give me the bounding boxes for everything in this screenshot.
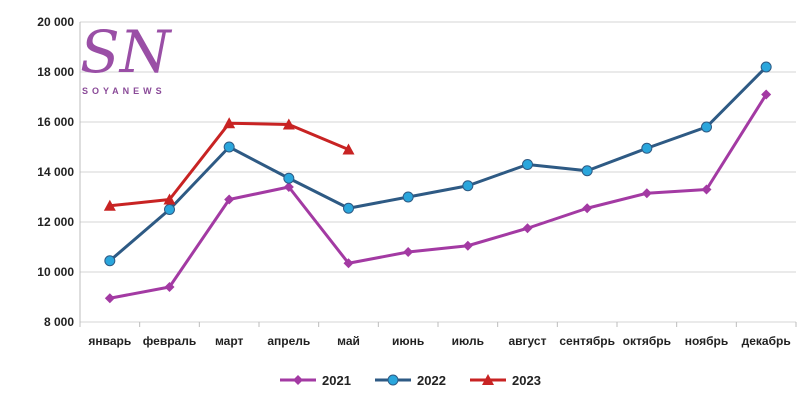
x-tick-label: декабрь [742,334,791,348]
logo-name: SOYANEWS [82,86,166,96]
legend-label: 2023 [512,373,541,388]
data-point [462,240,473,251]
series-2021 [104,89,772,304]
data-point [164,282,175,292]
x-tick-label: май [337,334,360,348]
y-tick-label: 12 000 [37,215,74,229]
data-point [164,204,175,215]
data-point [223,117,236,129]
legend-item-2022: 2022 [375,373,446,388]
series-line [109,121,350,208]
grid-lines [79,21,797,327]
data-point [163,193,176,205]
data-point [387,374,399,386]
data-point [104,293,115,304]
data-point [223,141,235,153]
data-point [282,118,295,130]
legend-item-2021: 2021 [280,373,351,388]
y-axis-ticks: 8 000 10 000 12 000 14 000 16 000 18 000 20 00… [37,15,74,329]
x-axis-ticks: январь февраль март апрель май июнь июль август… [88,334,790,348]
data-point [582,203,593,214]
series-lines [103,61,772,304]
data-point [522,223,533,234]
data-point [283,182,294,192]
data-point [482,374,494,385]
series-line [108,65,768,262]
data-point [403,247,414,257]
data-point [104,255,116,267]
data-point [103,199,116,211]
legend-item-2023: 2023 [470,373,541,388]
data-point [224,194,235,205]
data-point [343,202,354,214]
legend-label: 2021 [322,373,351,388]
x-tick-label: апрель [267,334,310,348]
data-point [293,375,303,385]
x-tick-label: июнь [392,334,424,348]
data-point [760,61,772,73]
data-point [641,142,653,154]
legend-label: 2022 [417,373,446,388]
data-point [761,89,772,100]
x-tick-label: февраль [143,334,196,348]
data-point [701,184,712,195]
soyanews-logo: SN SOYANEWS [80,18,173,96]
data-point [462,180,474,192]
data-point [343,258,354,269]
data-point [701,121,712,133]
y-tick-label: 16 000 [37,115,74,129]
logo-mark: SN [80,18,173,86]
data-point [641,188,652,199]
data-point [522,159,533,170]
series-2023 [103,117,355,211]
y-tick-label: 18 000 [37,65,74,79]
y-tick-label: 20 000 [37,15,74,29]
data-point [581,165,593,177]
x-tick-label: март [215,334,244,348]
x-tick-label: июль [452,334,484,348]
x-tick-label: октябрь [623,334,671,348]
y-tick-label: 14 000 [37,165,74,179]
x-tick-label: август [509,334,547,348]
data-point [402,191,414,203]
legend: 2021 2022 2023 [280,373,541,388]
series-line [109,93,768,300]
x-tick-label: ноябрь [685,334,729,348]
x-tick-label: январь [88,334,131,348]
y-tick-label: 10 000 [37,265,74,279]
y-tick-label: 8 000 [44,315,74,329]
x-tick-label: сентябрь [559,334,615,348]
data-point [342,143,355,155]
data-point [283,172,295,184]
series-2022 [104,61,772,267]
